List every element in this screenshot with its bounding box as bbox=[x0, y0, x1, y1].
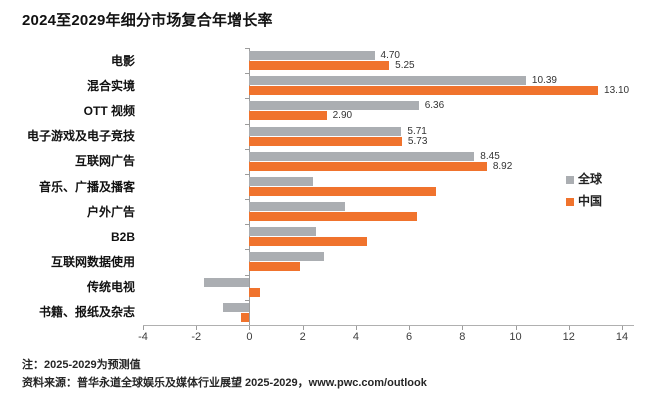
bar-value-label: 2.90 bbox=[332, 110, 353, 122]
bar-global bbox=[204, 277, 250, 287]
x-axis-tick-label: 14 bbox=[615, 331, 629, 343]
x-axis-tick bbox=[249, 326, 251, 330]
category-label: 户外广告 bbox=[86, 204, 135, 219]
bar-china bbox=[249, 161, 487, 171]
bar-value-label: 5.73 bbox=[407, 135, 428, 147]
category-tick bbox=[244, 173, 249, 175]
x-axis-tick-label: 6 bbox=[406, 331, 413, 343]
category-tick bbox=[244, 299, 249, 301]
bar-china bbox=[249, 186, 436, 196]
legend-label-global: 全球 bbox=[578, 172, 603, 186]
bar-global bbox=[222, 302, 250, 312]
bar-value-label: 5.71 bbox=[407, 125, 427, 137]
bar-china bbox=[249, 86, 599, 96]
bar-global bbox=[249, 126, 402, 136]
bar-global bbox=[249, 227, 316, 237]
chart-title: 2024至2029年细分市场复合年增长率 bbox=[22, 12, 273, 29]
x-axis-tick-label: 2 bbox=[299, 331, 306, 343]
category-tick bbox=[244, 274, 249, 276]
category-tick bbox=[244, 148, 249, 150]
source-text: 资料来源：普华永道全球娱乐及媒体行业展望 2025-2029，www.pwc.c… bbox=[22, 377, 427, 389]
category-tick bbox=[244, 249, 249, 251]
category-label: 传统电视 bbox=[86, 280, 135, 295]
bar-china bbox=[249, 212, 418, 222]
category-label: B2B bbox=[110, 229, 135, 244]
bar-global bbox=[249, 202, 346, 212]
category-label: OTT 视频 bbox=[83, 103, 135, 118]
x-axis-tick bbox=[196, 326, 198, 330]
x-axis-tick bbox=[143, 326, 144, 330]
category-label: 混合实境 bbox=[86, 78, 135, 93]
x-axis-tick-label: 8 bbox=[459, 331, 466, 343]
bar-china bbox=[249, 136, 402, 146]
legend-label-china: 中国 bbox=[578, 194, 603, 208]
bar-global bbox=[249, 101, 419, 111]
category-label: 音乐、广播及播客 bbox=[38, 179, 135, 194]
x-axis-tick bbox=[409, 326, 411, 330]
bar-value-label: 5.25 bbox=[395, 60, 415, 71]
category-label: 互联网广告 bbox=[74, 154, 135, 169]
category-label: 互联网数据使用 bbox=[50, 255, 135, 270]
bar-global bbox=[249, 51, 375, 60]
x-axis-tick bbox=[302, 326, 304, 330]
x-axis-tick-label: -4 bbox=[138, 331, 148, 343]
x-axis-tick bbox=[355, 326, 357, 330]
bar-value-label: 4.70 bbox=[380, 50, 400, 61]
category-label: 电子游戏及电子竞技 bbox=[26, 129, 135, 144]
bar-value-label: 6.36 bbox=[424, 100, 445, 112]
bar-china bbox=[249, 237, 367, 247]
bar-value-label: 8.45 bbox=[480, 150, 500, 162]
bar-china bbox=[249, 111, 327, 121]
category-tick bbox=[244, 199, 249, 201]
x-axis-tick-label: 12 bbox=[562, 331, 575, 343]
note-text: 注：2025-2029为预测值 bbox=[22, 359, 141, 371]
zero-axis-line bbox=[248, 48, 250, 325]
category-label: 电影 bbox=[110, 53, 135, 68]
x-axis-tick bbox=[568, 326, 570, 330]
bar-global bbox=[249, 76, 526, 86]
x-axis-tick-label: 0 bbox=[246, 331, 253, 343]
legend: 全球 中国 bbox=[566, 173, 602, 217]
category-tick bbox=[244, 123, 249, 125]
x-axis-tick-label: 4 bbox=[352, 331, 359, 343]
x-axis-tick bbox=[462, 326, 464, 330]
x-axis-tick bbox=[515, 326, 517, 330]
bar-value-label: 10.39 bbox=[531, 75, 557, 87]
x-axis-line bbox=[143, 325, 634, 326]
legend-item-china: 中国 bbox=[566, 195, 602, 208]
bar-global bbox=[249, 176, 314, 186]
category-label: 书籍、报纸及杂志 bbox=[38, 305, 135, 320]
bar-value-label: 13.10 bbox=[604, 85, 630, 97]
category-tick bbox=[244, 73, 249, 75]
bar-china bbox=[241, 312, 250, 322]
china-swatch-icon bbox=[566, 197, 574, 206]
bar-china bbox=[249, 287, 261, 297]
bar-china bbox=[249, 61, 390, 70]
bar-value-label: 8.92 bbox=[492, 160, 513, 172]
bar-global bbox=[249, 252, 324, 262]
category-tick bbox=[244, 98, 249, 100]
category-tick bbox=[244, 48, 249, 49]
x-axis-tick-label: 10 bbox=[509, 331, 522, 343]
global-swatch-icon bbox=[566, 175, 574, 184]
bar-china bbox=[249, 262, 300, 272]
bar-global bbox=[249, 151, 475, 161]
legend-item-global: 全球 bbox=[566, 173, 602, 186]
x-axis-tick bbox=[622, 326, 623, 330]
x-axis-tick-label: -2 bbox=[191, 331, 202, 343]
category-tick bbox=[244, 224, 249, 226]
